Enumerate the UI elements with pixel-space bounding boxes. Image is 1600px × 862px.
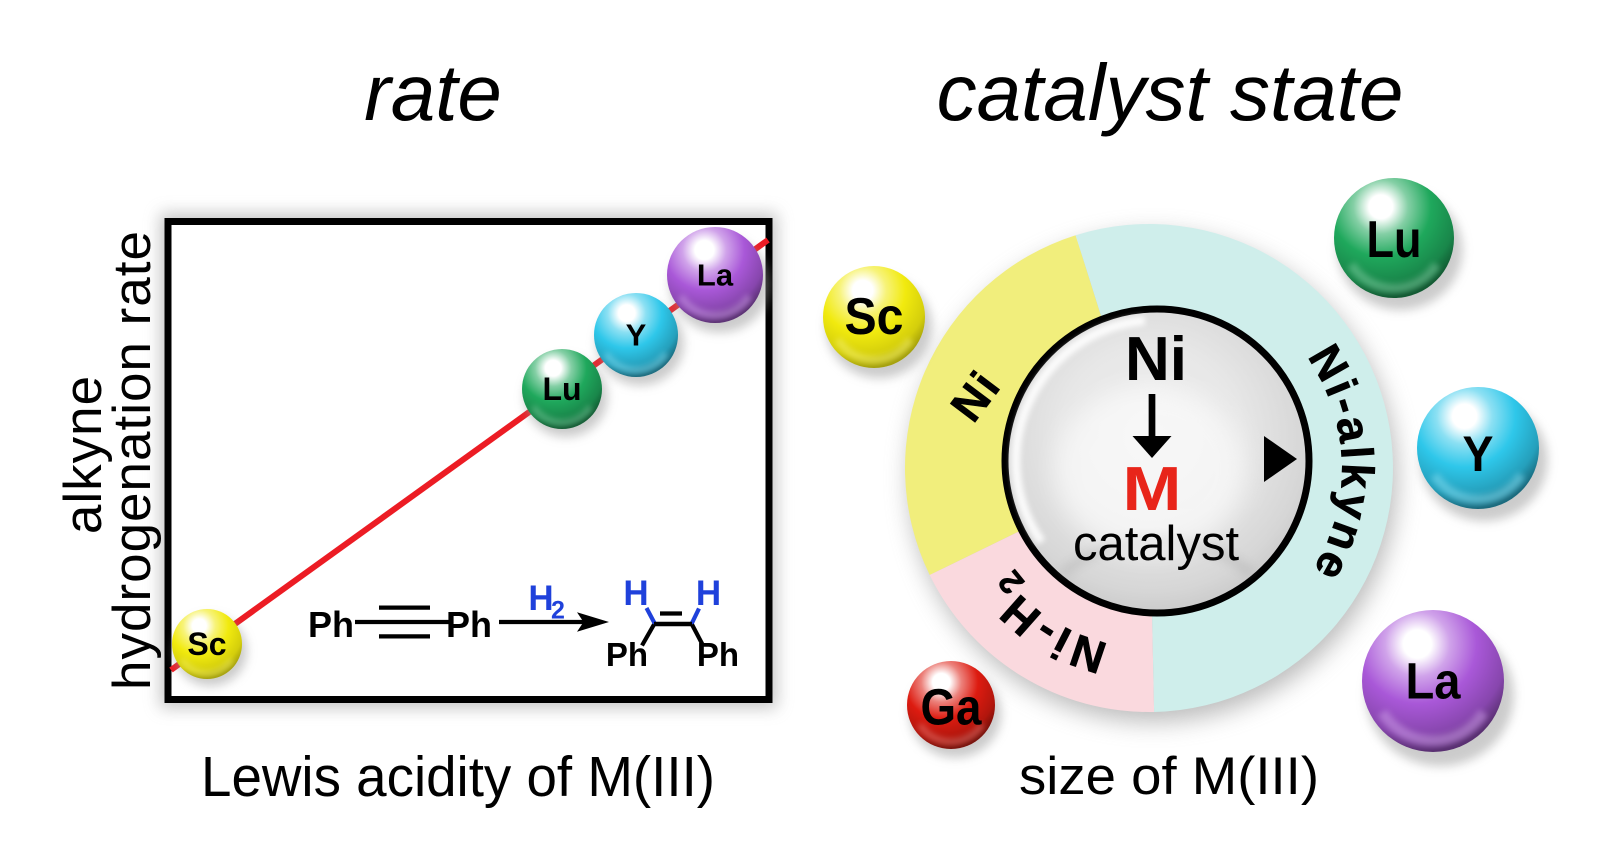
svg-text:La: La bbox=[697, 258, 734, 293]
svg-text:M: M bbox=[1123, 455, 1182, 524]
svg-text:H: H bbox=[696, 574, 721, 613]
svg-text:alkynehydrogenation rate: alkynehydrogenation rate bbox=[54, 230, 162, 690]
svg-text:Ph: Ph bbox=[606, 636, 648, 673]
svg-text:Ph: Ph bbox=[446, 604, 492, 645]
svg-text:Ga: Ga bbox=[921, 679, 983, 736]
svg-text:H: H bbox=[528, 579, 553, 618]
svg-text:Lewis acidity of M(III): Lewis acidity of M(III) bbox=[201, 745, 715, 809]
svg-text:2: 2 bbox=[551, 597, 565, 625]
svg-text:Y: Y bbox=[1463, 426, 1494, 482]
svg-text:Lu: Lu bbox=[542, 371, 581, 407]
svg-text:Ph: Ph bbox=[697, 636, 739, 673]
svg-text:catalyst: catalyst bbox=[1073, 517, 1240, 571]
svg-text:rate: rate bbox=[364, 48, 502, 137]
svg-text:Ni: Ni bbox=[1125, 325, 1187, 394]
svg-text:Lu: Lu bbox=[1367, 211, 1422, 269]
svg-text:catalyst state: catalyst state bbox=[937, 48, 1404, 137]
svg-text:Y: Y bbox=[626, 318, 647, 353]
svg-text:La: La bbox=[1406, 653, 1462, 710]
svg-text:Sc: Sc bbox=[187, 626, 226, 662]
svg-text:Ph: Ph bbox=[308, 604, 354, 645]
svg-text:Sc: Sc bbox=[845, 288, 904, 346]
svg-text:H: H bbox=[623, 574, 648, 613]
svg-text:size of M(III): size of M(III) bbox=[1019, 747, 1319, 806]
